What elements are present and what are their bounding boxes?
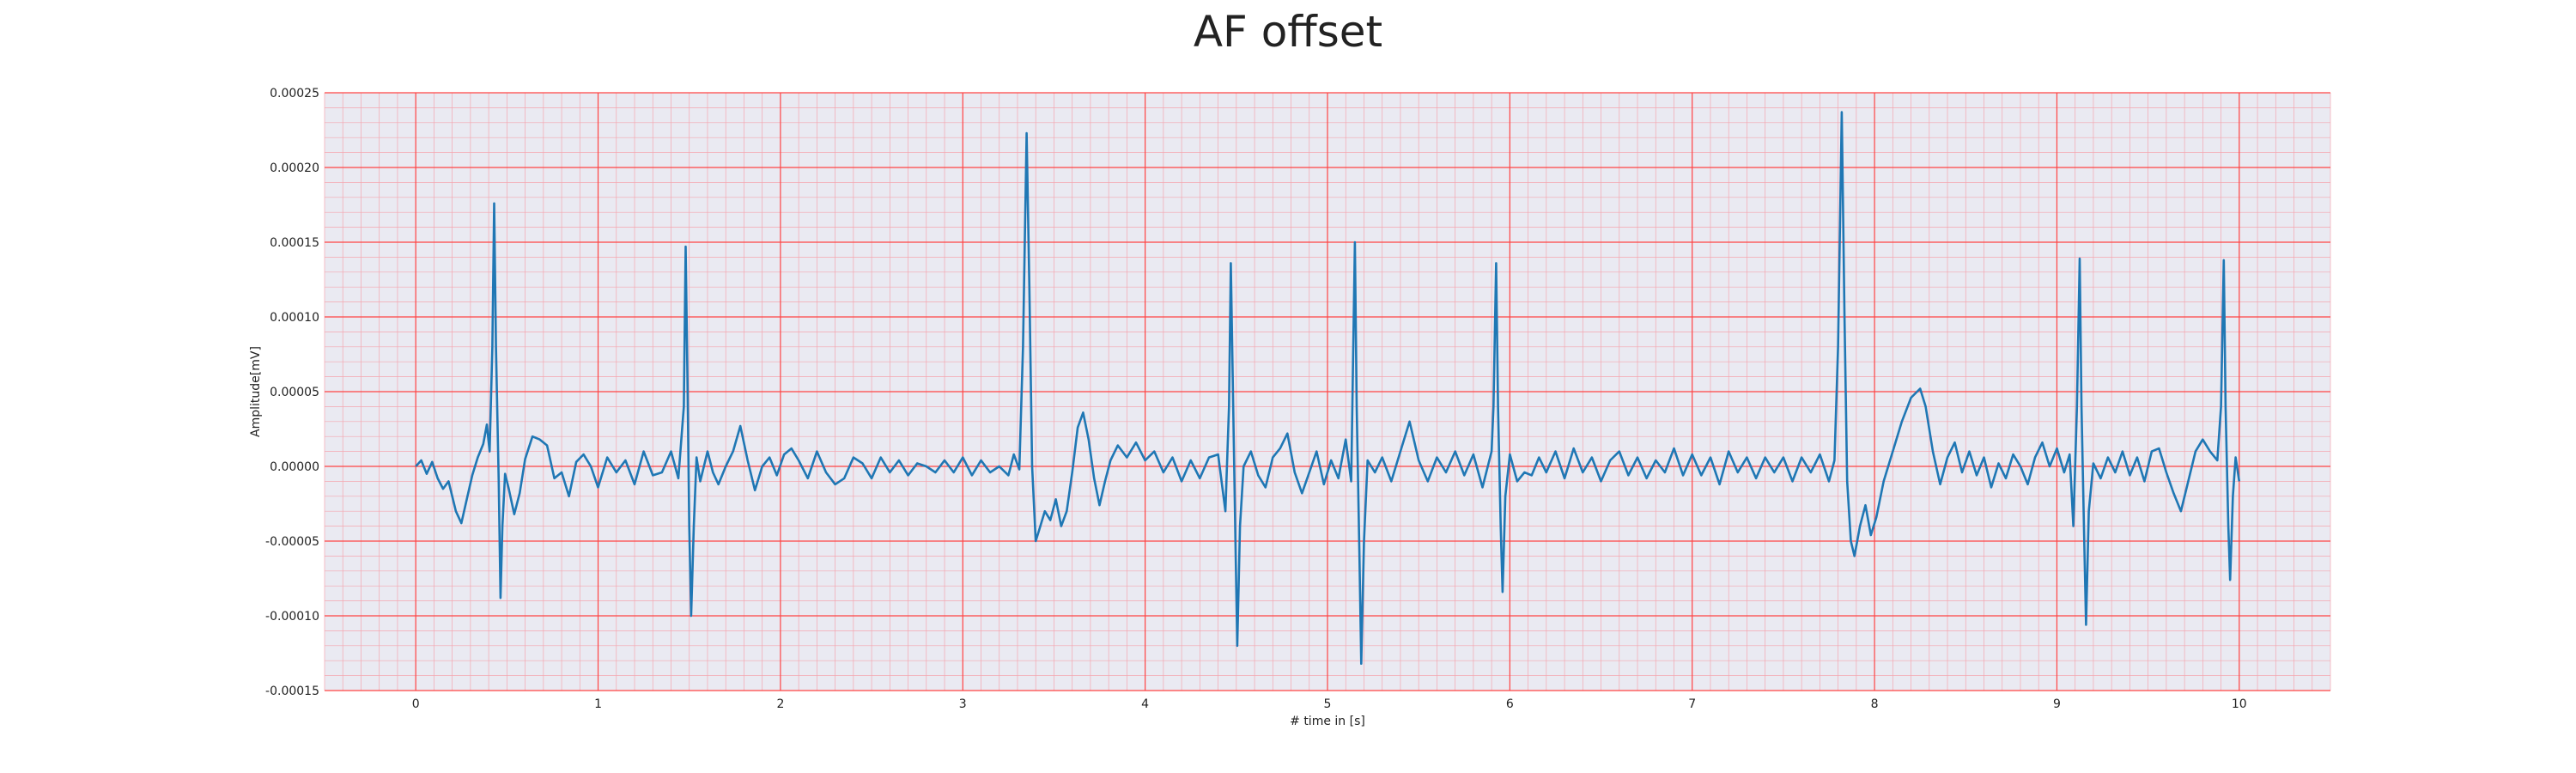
y-tick-label: 0.00010 bbox=[270, 311, 319, 325]
y-tick-labels: -0.00015 -0.00010 -0.00005 0.00000 0.00005 0.… bbox=[265, 87, 319, 698]
y-axis-label: Amplitude[mV] bbox=[249, 346, 263, 437]
series-line bbox=[415, 111, 2241, 665]
x-tick-label: 5 bbox=[1324, 697, 1332, 711]
major-grid-y bbox=[325, 92, 2330, 691]
x-tick-label: 3 bbox=[959, 697, 967, 711]
y-tick-label: -0.00015 bbox=[265, 685, 319, 698]
x-tick-label: 1 bbox=[594, 697, 602, 711]
x-tick-label: 10 bbox=[2232, 697, 2247, 711]
x-tick-labels: 0 1 2 3 4 5 6 7 8 9 10 bbox=[412, 697, 2247, 711]
y-tick-label: 0.00015 bbox=[270, 236, 319, 250]
x-tick-label: 0 bbox=[412, 697, 420, 711]
y-tick-label: 0.00000 bbox=[270, 460, 319, 474]
x-tick-label: 2 bbox=[776, 697, 784, 711]
y-tick-label: 0.00005 bbox=[270, 386, 319, 399]
x-tick-label: 6 bbox=[1506, 697, 1514, 711]
x-tick-label: 7 bbox=[1688, 697, 1696, 711]
y-tick-label: -0.00005 bbox=[265, 535, 319, 549]
y-tick-label: 0.00025 bbox=[270, 87, 319, 100]
y-tick-label: -0.00010 bbox=[265, 610, 319, 624]
x-tick-label: 4 bbox=[1141, 697, 1149, 711]
y-tick-label: 0.00020 bbox=[270, 161, 319, 175]
x-axis-label: # time in [s] bbox=[1290, 715, 1365, 728]
x-tick-label: 8 bbox=[1871, 697, 1879, 711]
chart-title: AF offset bbox=[1193, 7, 1383, 57]
x-tick-label: 9 bbox=[2053, 697, 2061, 711]
